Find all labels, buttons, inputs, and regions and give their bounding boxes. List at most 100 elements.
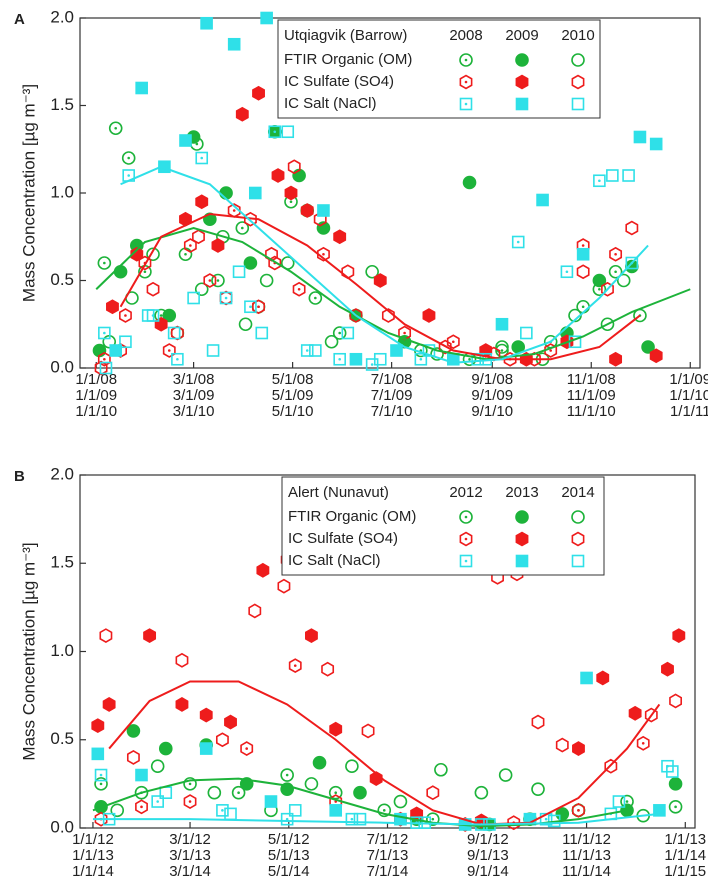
marker (256, 562, 270, 578)
marker (187, 291, 200, 305)
point (255, 326, 269, 340)
point (520, 326, 533, 340)
point (393, 794, 408, 809)
marker (393, 794, 408, 809)
marker (277, 578, 291, 594)
point (601, 281, 614, 297)
marker (192, 229, 205, 245)
point (531, 714, 545, 730)
point (280, 812, 294, 826)
marker (135, 799, 148, 815)
point (328, 785, 343, 800)
marker (211, 238, 225, 253)
marker-dot (598, 179, 601, 183)
marker (317, 204, 330, 217)
point (109, 344, 123, 357)
point (498, 768, 513, 782)
point (175, 652, 189, 668)
marker (495, 317, 509, 331)
point (544, 343, 558, 358)
point (555, 737, 569, 753)
marker (571, 510, 585, 524)
legend-box (281, 476, 605, 576)
point (390, 344, 403, 357)
marker (498, 768, 513, 782)
marker-dot (382, 809, 386, 812)
point (192, 229, 205, 245)
marker (633, 130, 647, 144)
point (576, 264, 590, 280)
marker-dot (189, 244, 192, 247)
point (113, 264, 128, 279)
marker (580, 671, 593, 685)
point (106, 299, 119, 315)
marker-dot (224, 296, 228, 300)
point (284, 185, 298, 201)
marker (345, 812, 359, 826)
point (459, 531, 473, 547)
marker (235, 106, 249, 122)
marker (459, 531, 473, 547)
marker (474, 785, 489, 800)
marker (287, 159, 301, 175)
x-tick-label: 3/1/12 (169, 831, 211, 848)
marker (183, 794, 197, 809)
marker (179, 134, 192, 147)
marker (207, 785, 222, 800)
marker (459, 74, 473, 90)
marker (341, 326, 355, 340)
marker (194, 282, 209, 297)
x-tick-label: 11/1/10 (567, 403, 616, 420)
point (668, 777, 683, 791)
marker (593, 174, 606, 188)
marker (288, 804, 302, 817)
marker (195, 151, 209, 165)
marker-dot (370, 363, 374, 366)
marker (135, 768, 148, 782)
point (211, 273, 225, 288)
point (422, 308, 436, 323)
x-tick-label: 3/1/09 (173, 387, 215, 404)
point (446, 334, 460, 350)
point (636, 735, 650, 751)
x-tick-label: 11/1/08 (567, 371, 616, 388)
point (373, 273, 387, 288)
marker (555, 807, 570, 821)
marker (666, 765, 679, 778)
marker (108, 121, 123, 136)
point (361, 723, 375, 739)
point (224, 807, 237, 821)
marker (571, 53, 585, 67)
marker (495, 340, 509, 354)
marker (622, 169, 635, 182)
point (231, 785, 246, 800)
marker (309, 344, 322, 357)
x-tick-label: 7/1/09 (371, 387, 413, 404)
point (616, 273, 631, 288)
marker-dot (273, 130, 277, 134)
point (365, 264, 379, 279)
marker (119, 308, 132, 323)
marker (601, 281, 614, 297)
marker-dot (99, 782, 103, 786)
legend-year: 2008 (449, 27, 482, 44)
marker-dot (241, 226, 244, 230)
point (94, 777, 108, 791)
point (353, 812, 367, 826)
marker-dot (544, 817, 548, 821)
marker (252, 299, 265, 315)
marker (616, 273, 631, 288)
marker (644, 707, 658, 723)
point (333, 352, 346, 366)
marker-dot (403, 331, 406, 335)
x-tick-label: 1/1/14 (72, 863, 114, 880)
point (625, 220, 639, 236)
point (280, 768, 294, 782)
panel-label: B (14, 468, 25, 485)
marker (211, 273, 225, 288)
point (110, 803, 125, 818)
marker-dot (577, 809, 580, 812)
marker (280, 812, 294, 826)
marker-dot (338, 331, 341, 335)
legend-label: IC Salt (NaCl) (288, 552, 381, 569)
